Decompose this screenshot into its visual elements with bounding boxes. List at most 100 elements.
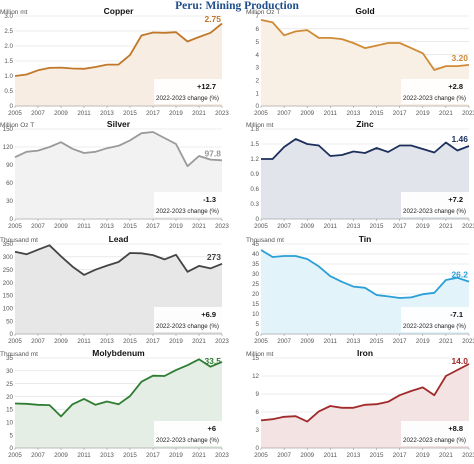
y-unit-label: Thousand mt xyxy=(0,237,38,244)
change-value: -1.3 xyxy=(203,195,216,204)
x-tick-label: 2009 xyxy=(54,452,68,459)
series-line xyxy=(14,131,223,168)
y-tick-label: 40 xyxy=(252,251,259,258)
y-tick-label: 2.5 xyxy=(4,28,13,35)
chart-title: Tin xyxy=(359,234,372,244)
y-tick-label: 15 xyxy=(252,355,259,362)
y-tick-label: 1 xyxy=(256,90,260,97)
y-tick-label: 25 xyxy=(6,381,13,388)
x-tick-label: 2005 xyxy=(254,223,268,230)
x-tick-label: 2007 xyxy=(31,452,45,459)
change-box xyxy=(154,192,222,217)
x-tick-label: 2005 xyxy=(8,338,22,345)
x-tick-label: 2017 xyxy=(393,110,407,117)
x-tick-label: 2009 xyxy=(54,338,68,345)
y-unit-label: Million Oz T xyxy=(0,122,34,129)
change-value: +12.7 xyxy=(197,82,216,91)
x-tick-label: 2019 xyxy=(416,223,430,230)
x-tick-label: 2011 xyxy=(77,338,91,345)
x-tick-label: 2019 xyxy=(416,338,430,345)
chart-copper: Million mt Copper 0 0.5 1.0 1.5 2.0 2.5 3.0 2005 2… xyxy=(0,6,229,117)
y-tick-label: 15 xyxy=(252,301,259,308)
x-tick-label: 2013 xyxy=(347,223,361,230)
x-tick-label: 2009 xyxy=(54,110,68,117)
y-tick-label: 0 xyxy=(10,331,14,338)
y-tick-label: 0 xyxy=(256,331,260,338)
change-value: +6.9 xyxy=(201,310,216,319)
x-tick-label: 2007 xyxy=(277,110,291,117)
x-tick-label: 2013 xyxy=(100,452,114,459)
y-unit-label: Thousand mt xyxy=(0,351,38,358)
y-tick-label: 1.8 xyxy=(250,126,259,133)
x-tick-label: 2023 xyxy=(462,452,474,459)
change-box xyxy=(401,79,469,104)
y-tick-label: 0.6 xyxy=(250,186,259,193)
change-caption: 2022-2023 change (%) xyxy=(403,208,466,215)
series-line xyxy=(260,19,470,71)
series-line xyxy=(260,249,470,299)
y-tick-label: 45 xyxy=(252,241,259,248)
x-tick-label: 2021 xyxy=(439,110,453,117)
x-tick-label: 2015 xyxy=(370,223,384,230)
y-tick-label: 2 xyxy=(256,77,260,84)
change-caption: 2022-2023 change (%) xyxy=(156,95,219,102)
x-tick-label: 2011 xyxy=(324,338,338,345)
y-tick-label: 20 xyxy=(252,291,259,298)
change-caption: 2022-2023 change (%) xyxy=(156,208,219,215)
y-tick-label: 9 xyxy=(256,391,260,398)
last-value-label: 26.2 xyxy=(451,270,468,280)
y-tick-label: 100 xyxy=(3,305,14,312)
x-tick-label: 2017 xyxy=(146,110,160,117)
x-tick-label: 2013 xyxy=(100,110,114,117)
x-tick-label: 2015 xyxy=(123,110,137,117)
series-line xyxy=(14,358,223,418)
last-value-label: 2.75 xyxy=(204,14,221,24)
y-tick-label: 7 xyxy=(256,13,260,20)
chart-gold: Million Oz T Gold 0 1 2 3 4 5 6 7 2005 2007 2009 2011… xyxy=(246,6,474,117)
x-tick-label: 2013 xyxy=(100,338,114,345)
y-tick-label: 0 xyxy=(256,445,260,452)
last-value-label: 97.8 xyxy=(204,148,221,158)
y-tick-label: 350 xyxy=(3,241,14,248)
y-tick-label: 30 xyxy=(6,198,13,205)
chart-title: Zinc xyxy=(356,119,374,129)
x-tick-label: 2015 xyxy=(370,338,384,345)
y-tick-label: 150 xyxy=(3,293,14,300)
change-value: +2.8 xyxy=(448,82,463,91)
y-tick-label: 50 xyxy=(6,318,13,325)
y-tick-label: 10 xyxy=(252,311,259,318)
x-tick-label: 2023 xyxy=(462,338,474,345)
chart-silver: Million Oz T Silver 0 30 60 90 120 150 2005 2007 2… xyxy=(0,119,229,230)
x-tick-label: 2009 xyxy=(300,110,314,117)
chart-iron: Million mt Iron 0 3 6 9 12 15 2005 2007 2009 2011 20… xyxy=(246,348,474,459)
change-value: +6 xyxy=(207,424,216,433)
y-tick-label: 3.0 xyxy=(4,13,13,20)
y-tick-label: 20 xyxy=(6,394,13,401)
y-tick-label: 2.0 xyxy=(4,43,13,50)
x-tick-label: 2009 xyxy=(300,223,314,230)
x-tick-label: 2007 xyxy=(277,223,291,230)
x-tick-label: 2017 xyxy=(146,452,160,459)
change-box xyxy=(401,192,469,217)
x-tick-label: 2013 xyxy=(347,338,361,345)
y-tick-label: 4 xyxy=(256,52,260,59)
y-tick-label: 300 xyxy=(3,254,14,261)
y-tick-label: 0.3 xyxy=(250,201,259,208)
y-tick-label: 0.9 xyxy=(250,171,259,178)
x-tick-label: 2011 xyxy=(77,110,91,117)
x-tick-label: 2009 xyxy=(300,452,314,459)
x-tick-label: 2015 xyxy=(370,452,384,459)
y-tick-label: 0 xyxy=(10,216,14,223)
y-tick-label: 12 xyxy=(252,373,259,380)
y-tick-label: 120 xyxy=(3,144,14,151)
series-line xyxy=(261,138,470,160)
x-tick-label: 2015 xyxy=(123,223,137,230)
y-tick-label: 3 xyxy=(256,427,260,434)
y-tick-label: 0 xyxy=(256,103,260,110)
y-tick-label: 5 xyxy=(10,432,14,439)
x-tick-label: 2015 xyxy=(370,110,384,117)
x-tick-label: 2019 xyxy=(169,338,183,345)
y-unit-label: Million mt xyxy=(246,122,274,129)
chart-title: Silver xyxy=(107,119,131,129)
change-value: +8.8 xyxy=(448,424,463,433)
